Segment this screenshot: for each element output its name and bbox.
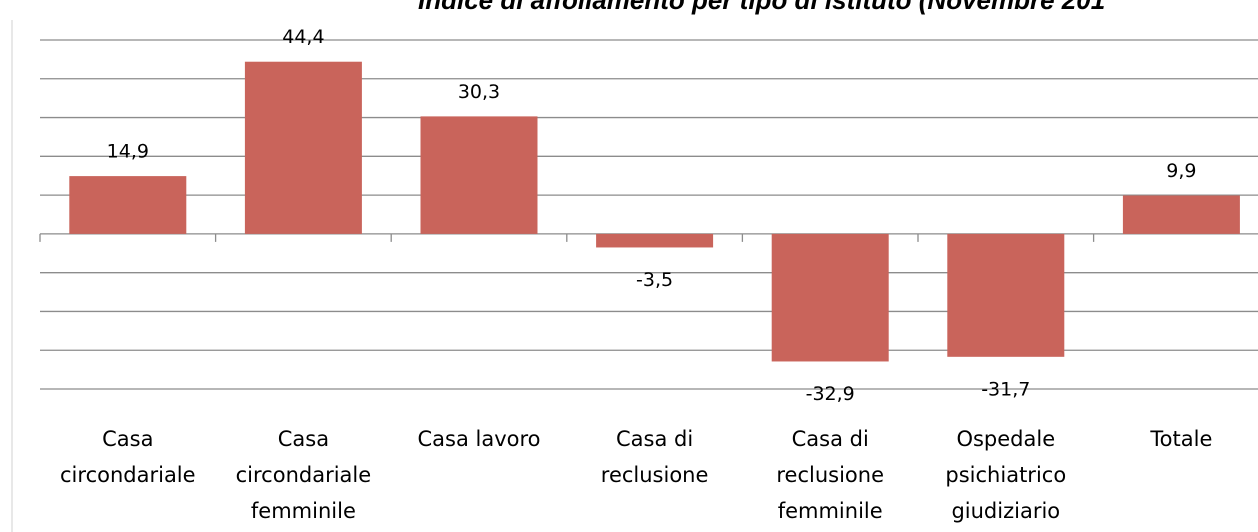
value-label: 44,4 xyxy=(282,26,324,48)
value-label: -32,9 xyxy=(806,383,855,405)
bar xyxy=(947,233,1065,357)
bar xyxy=(771,233,889,362)
x-tick-label: Casa lavoro xyxy=(417,427,540,451)
value-label: 30,3 xyxy=(458,81,500,103)
value-label: -3,5 xyxy=(636,269,673,291)
x-tick-label: Totale xyxy=(1149,427,1212,451)
x-tick-label: Casa circondariale xyxy=(60,427,196,487)
x-tick-label: Casa circondariale femminile xyxy=(236,427,372,523)
value-label: 9,9 xyxy=(1166,160,1196,182)
bar xyxy=(420,116,538,234)
value-label: 14,9 xyxy=(107,141,149,163)
x-tick-label: Casa di reclusione xyxy=(601,427,709,487)
bar xyxy=(244,61,362,234)
x-tick-label: Ospedale psichiatrico giudiziario xyxy=(945,427,1066,523)
x-tick-label: Casa di reclusione femminile xyxy=(776,427,884,523)
bar xyxy=(596,233,714,248)
bar xyxy=(69,176,187,234)
value-label: -31,7 xyxy=(981,378,1030,400)
chart-title: Indice di affollamento per tipo di istit… xyxy=(418,0,1105,15)
bar xyxy=(1122,195,1240,234)
